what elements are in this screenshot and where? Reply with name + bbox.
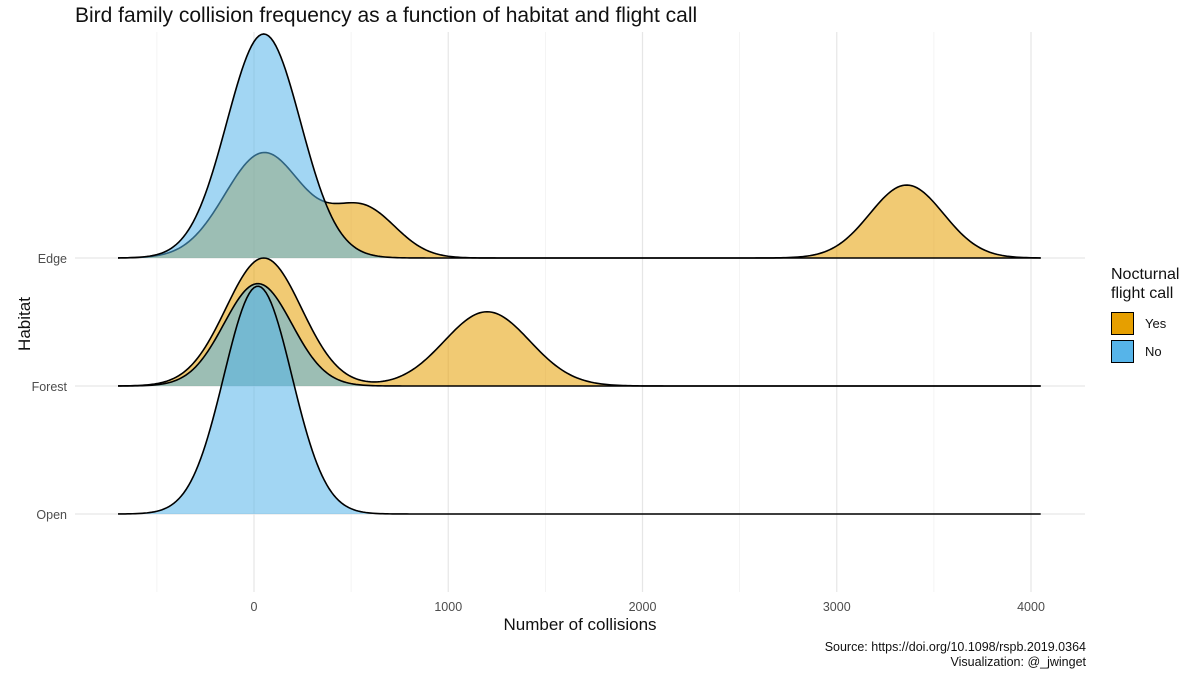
x-tick-label: 1000 [434, 600, 462, 614]
legend-swatch-yes [1111, 311, 1134, 335]
caption: Source: https://doi.org/10.1098/rspb.201… [825, 640, 1086, 670]
ridge-open-no [118, 285, 1041, 515]
x-tick-label: 0 [251, 600, 258, 614]
y-axis-label: Habitat [15, 297, 34, 351]
x-tick-label: 4000 [1017, 600, 1045, 614]
y-axis-ticks: Edge Forest Open [32, 252, 68, 522]
caption-credit: Visualization: @_jwinget [950, 655, 1086, 669]
legend-title-line-2: flight call [1111, 285, 1174, 302]
x-axis-ticks: 0 1000 2000 3000 4000 [251, 600, 1045, 614]
ridge-forest-no [118, 282, 1041, 387]
ridge-edge-no [118, 33, 1041, 259]
ridge-fill [118, 34, 1041, 258]
legend-label-no: No [1145, 343, 1162, 359]
x-tick-label: 2000 [629, 600, 657, 614]
legend-item-no: No [1111, 337, 1179, 365]
y-tick-label: Open [36, 508, 67, 522]
chart-title: Bird family collision frequency as a fun… [75, 4, 698, 27]
legend-swatch-no [1111, 339, 1134, 363]
legend-item-yes: Yes [1111, 309, 1179, 337]
y-tick-label: Forest [32, 380, 68, 394]
ridge-outline [118, 282, 1041, 387]
legend-title: Nocturnal flight call [1111, 265, 1179, 303]
ridge-fill [118, 283, 1041, 386]
ridge-fill [118, 286, 1041, 514]
x-axis-label: Number of collisions [503, 615, 657, 634]
ridge-fill [118, 152, 1041, 258]
legend-title-line-1: Nocturnal [1111, 266, 1180, 283]
ridge-outline [118, 285, 1041, 515]
y-tick-label: Edge [38, 252, 67, 266]
ridges [118, 33, 1041, 515]
x-tick-label: 3000 [823, 600, 851, 614]
legend-label-yes: Yes [1145, 315, 1167, 331]
legend: Nocturnal flight call Yes No [1111, 265, 1179, 365]
caption-source: Source: https://doi.org/10.1098/rspb.201… [824, 640, 1086, 654]
ridge-outline [118, 33, 1041, 259]
